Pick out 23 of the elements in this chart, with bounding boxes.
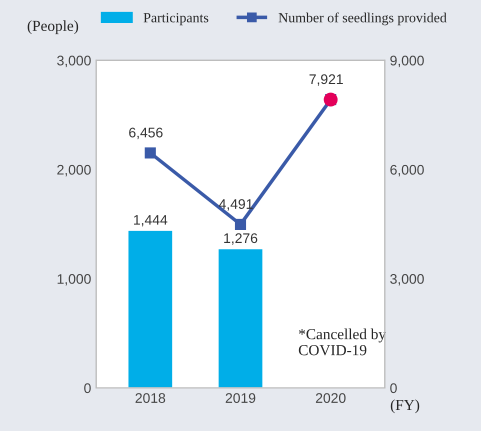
data-label: 4,491	[218, 199, 253, 211]
y2-tick-label: 0	[390, 383, 397, 394]
x-tick-label: 2019	[226, 393, 256, 403]
data-label: 1,276	[224, 233, 258, 245]
data-label: 7,921	[310, 74, 343, 86]
point	[144, 147, 156, 158]
y-axis-title: (People)	[28, 20, 78, 34]
y2-tick-label: 6,000	[390, 164, 424, 176]
x-tick-label: 2018	[136, 393, 166, 403]
y-tick-label: 0	[84, 383, 91, 394]
annotation: *Cancelled by COVID-19	[298, 328, 386, 356]
data-label: 1,444	[134, 215, 168, 226]
legend-label: Participants	[144, 13, 208, 26]
y2-tick-label: 3,000	[390, 274, 424, 286]
y-tick-label: 1,000	[58, 274, 91, 286]
y2-tick-label: 9,000	[390, 56, 424, 68]
y-tick-label: 3,000	[57, 56, 91, 68]
legend-label: Number of seedlings provided	[278, 12, 447, 26]
y-tick-label: 2,000	[57, 164, 91, 176]
data-label: 6,456	[129, 128, 163, 140]
point	[234, 218, 246, 230]
x-axis-title: (FY)	[390, 399, 420, 414]
x-tick-label: 2020	[316, 393, 346, 403]
